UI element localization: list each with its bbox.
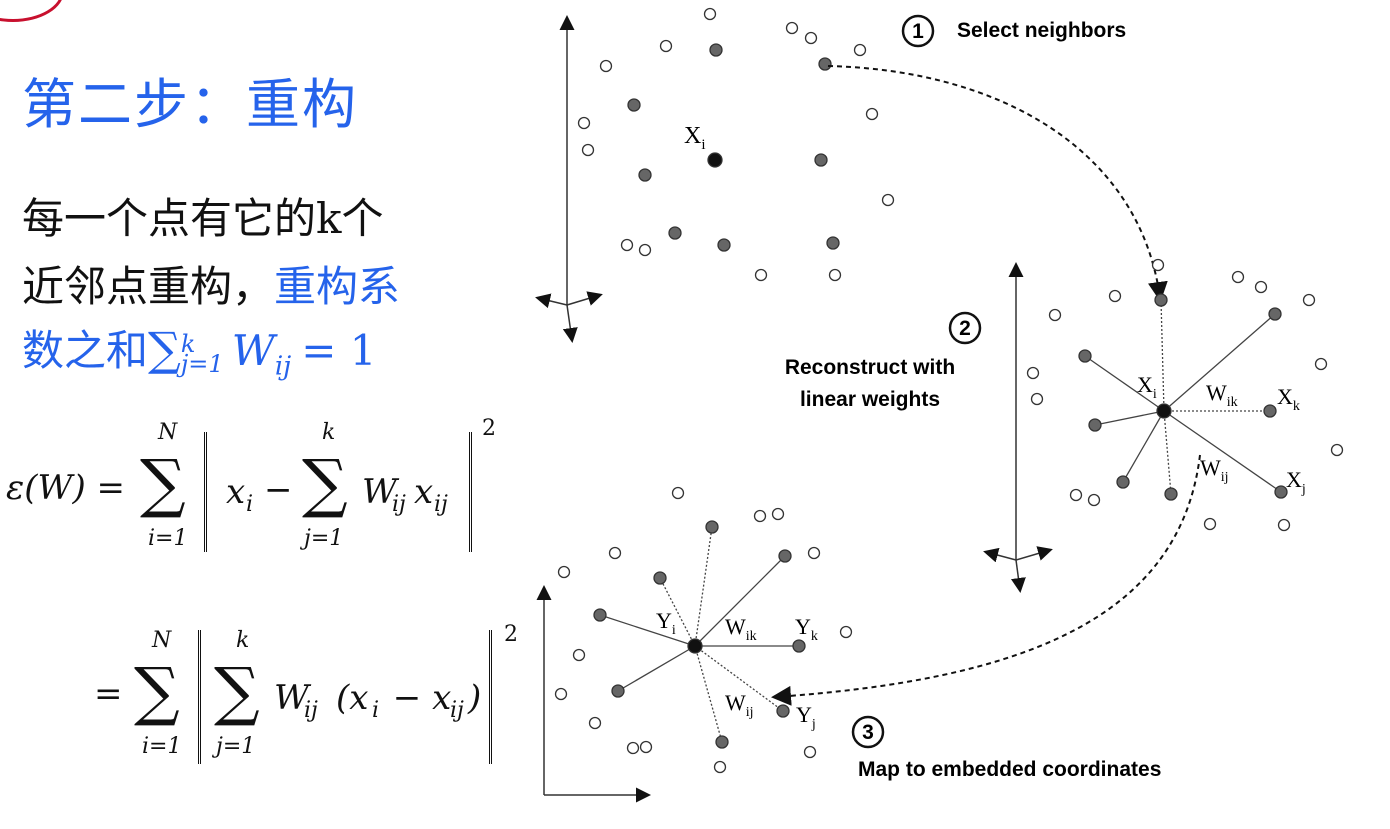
- term2-paren: (x: [336, 678, 369, 718]
- panel3-points: [554, 486, 853, 774]
- sum-symbol-i: ∑: [140, 447, 186, 521]
- panel2-points: [1026, 258, 1344, 532]
- term-w-sub: ij: [392, 492, 406, 517]
- label-wij-panel2: Wij: [1200, 455, 1229, 485]
- sum2-symbol-i: ∑: [134, 655, 180, 729]
- step2-label-line2: linear weights: [800, 388, 940, 411]
- power-2: 2: [482, 416, 496, 441]
- equals-one: = 1: [301, 326, 377, 375]
- lle-diagram: Xi 1 Select neighbors: [535, 7, 1344, 803]
- label-xj-panel2: Xj: [1286, 467, 1306, 497]
- text-line-1-content: 每一个点有它的k个: [22, 194, 384, 243]
- panel1-axes: [535, 15, 603, 343]
- step1-label: Select neighbors: [957, 19, 1126, 42]
- label-wik-panel2: Wik: [1206, 380, 1238, 410]
- label-wij-panel3: Wij: [725, 690, 754, 720]
- text-line-2b: 重构系: [274, 262, 401, 311]
- equation-line-2: = N ∑ i=1 k ∑ j=1 W ij (x i − x ij ) 2: [90, 608, 550, 778]
- step3-badge: 3: [851, 715, 885, 749]
- text-line-2a: 近邻点重构，: [22, 262, 275, 311]
- sum-lower-j: j=1: [304, 526, 344, 551]
- sum-sub-inline: j=1: [180, 350, 224, 378]
- label-yk: Yk: [795, 614, 818, 644]
- panel2-axes: [983, 262, 1053, 593]
- sum-limits-inline: k j=1: [180, 330, 224, 378]
- step2-label-line1: Reconstruct with: [785, 356, 955, 379]
- equals-sign: =: [94, 674, 123, 714]
- sum2-upper-k: k: [236, 628, 250, 653]
- sum-sup-inline: k: [180, 330, 196, 358]
- panel2-weights: [1084, 299, 1282, 495]
- step1-number: 1: [912, 20, 924, 43]
- text-line-2: 近邻点重构，重构系: [22, 258, 400, 316]
- sum2-lower-j: j=1: [216, 734, 256, 759]
- equation-line-1: ε(W) = N ∑ i=1 x i − k ∑ j=1 W ij x ij 2: [6, 416, 546, 560]
- norm-bars-2: [198, 630, 492, 764]
- power-2b: 2: [504, 622, 518, 647]
- term2-w: W: [274, 678, 309, 718]
- term2-sub-i: i: [372, 698, 380, 723]
- sum2-upper-N: N: [152, 628, 172, 653]
- term2-sub-ij: ij: [450, 698, 464, 723]
- sum-symbol-j: ∑: [302, 447, 348, 521]
- term-x2: x: [414, 472, 434, 512]
- norm-bars-1: [204, 432, 472, 552]
- sum-symbol-inline: ∑: [148, 322, 181, 376]
- sum-upper-N: N: [158, 420, 178, 445]
- text-line-3: 数之和∑ k j=1 Wij = 1: [22, 320, 377, 395]
- dashed-arrow-1: [827, 65, 1168, 302]
- step3-label: Map to embedded coordinates: [858, 758, 1161, 781]
- term-w: W: [362, 472, 397, 512]
- step2-badge: 2: [948, 311, 982, 345]
- sum-upper-k: k: [322, 420, 336, 445]
- term2-w-sub: ij: [304, 698, 318, 723]
- step3-number: 3: [862, 721, 874, 744]
- label-xk-panel2: Xk: [1277, 384, 1300, 414]
- label-xi-panel2: Xi: [1137, 372, 1157, 402]
- term-x-sub: i: [246, 492, 254, 517]
- slide-title: 第二步：重构: [22, 73, 358, 136]
- sum2-symbol-j: ∑: [214, 655, 260, 729]
- weight-sub-inline: ij: [274, 351, 292, 382]
- lhs-epsilon: ε(W) =: [6, 468, 126, 508]
- label-wik-panel3: Wik: [725, 614, 757, 644]
- sum2-lower-i: i=1: [142, 734, 182, 759]
- text-line-3a: 数之和: [22, 326, 149, 375]
- term-x2-sub: ij: [434, 492, 448, 517]
- term-x: x: [226, 472, 246, 512]
- term2-minus-x: − x: [382, 678, 452, 718]
- step2-number: 2: [959, 317, 971, 340]
- text-line-1: 每一个点有它的k个: [22, 190, 383, 248]
- label-xi-panel1: Xi: [684, 123, 706, 153]
- panel1-points: [577, 7, 895, 282]
- dashed-arrow-2: [771, 454, 1201, 706]
- sum-lower-i: i=1: [148, 526, 188, 551]
- minus-sign: −: [264, 470, 293, 510]
- label-yj: Yj: [796, 702, 816, 732]
- panel3-weights: [599, 526, 799, 743]
- institution-logo: [0, 0, 64, 22]
- weight-inline: W: [231, 326, 275, 375]
- label-yi: Yi: [656, 608, 676, 638]
- term2-close-paren: ): [468, 678, 482, 718]
- step1-badge: 1: [901, 14, 935, 48]
- panel3-axes: [536, 585, 651, 803]
